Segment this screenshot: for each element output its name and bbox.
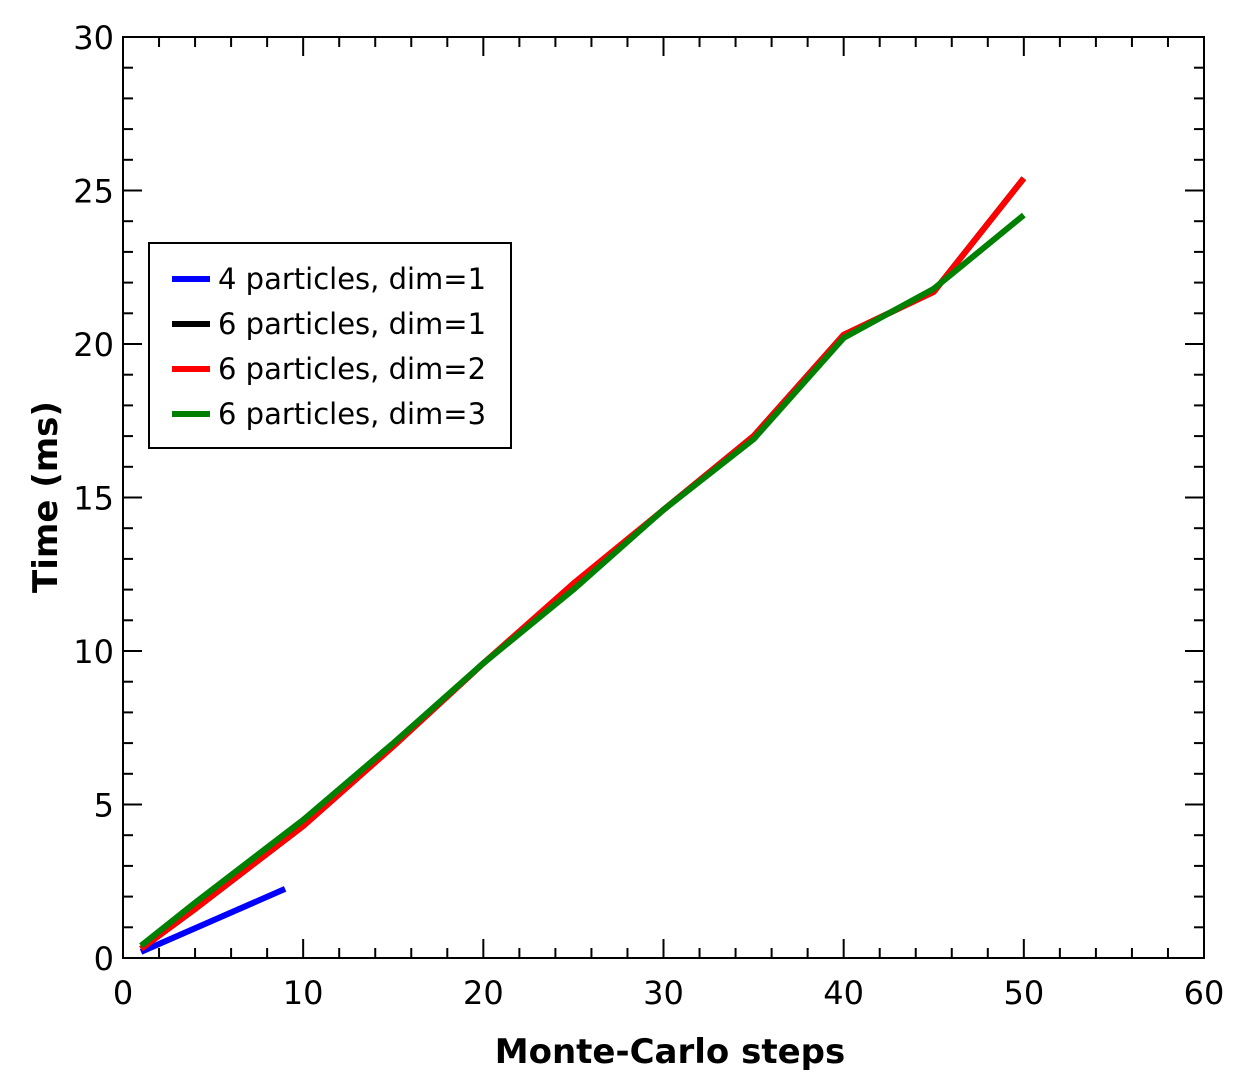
- y-tick-label: 15: [73, 480, 114, 518]
- x-tick-label: 40: [823, 974, 864, 1012]
- legend-label: 6 particles, dim=1: [218, 307, 486, 341]
- legend-label: 4 particles, dim=1: [218, 262, 486, 296]
- legend-label: 6 particles, dim=2: [218, 352, 486, 386]
- x-tick-label: 0: [113, 974, 133, 1012]
- x-tick-label: 20: [463, 974, 504, 1012]
- y-tick-label: 20: [73, 326, 114, 364]
- y-tick-label: 5: [94, 787, 114, 825]
- axis-ticks: [123, 37, 1204, 958]
- plot-frame: [123, 37, 1204, 958]
- x-tick-label: 50: [1003, 974, 1044, 1012]
- y-tick-label: 30: [73, 19, 114, 57]
- y-tick-label: 0: [94, 940, 114, 978]
- x-tick-label: 10: [283, 974, 324, 1012]
- legend: 4 particles, dim=1 6 particles, dim=1 6 pa…: [149, 243, 511, 448]
- y-tick-label: 25: [73, 173, 114, 211]
- x-axis-title: Monte-Carlo steps: [495, 1032, 845, 1072]
- y-axis-title: Time (ms): [26, 401, 66, 593]
- y-tick-label: 10: [73, 633, 114, 671]
- x-tick-label: 30: [643, 974, 684, 1012]
- legend-label: 6 particles, dim=3: [218, 397, 486, 431]
- x-tick-label: 60: [1184, 974, 1225, 1012]
